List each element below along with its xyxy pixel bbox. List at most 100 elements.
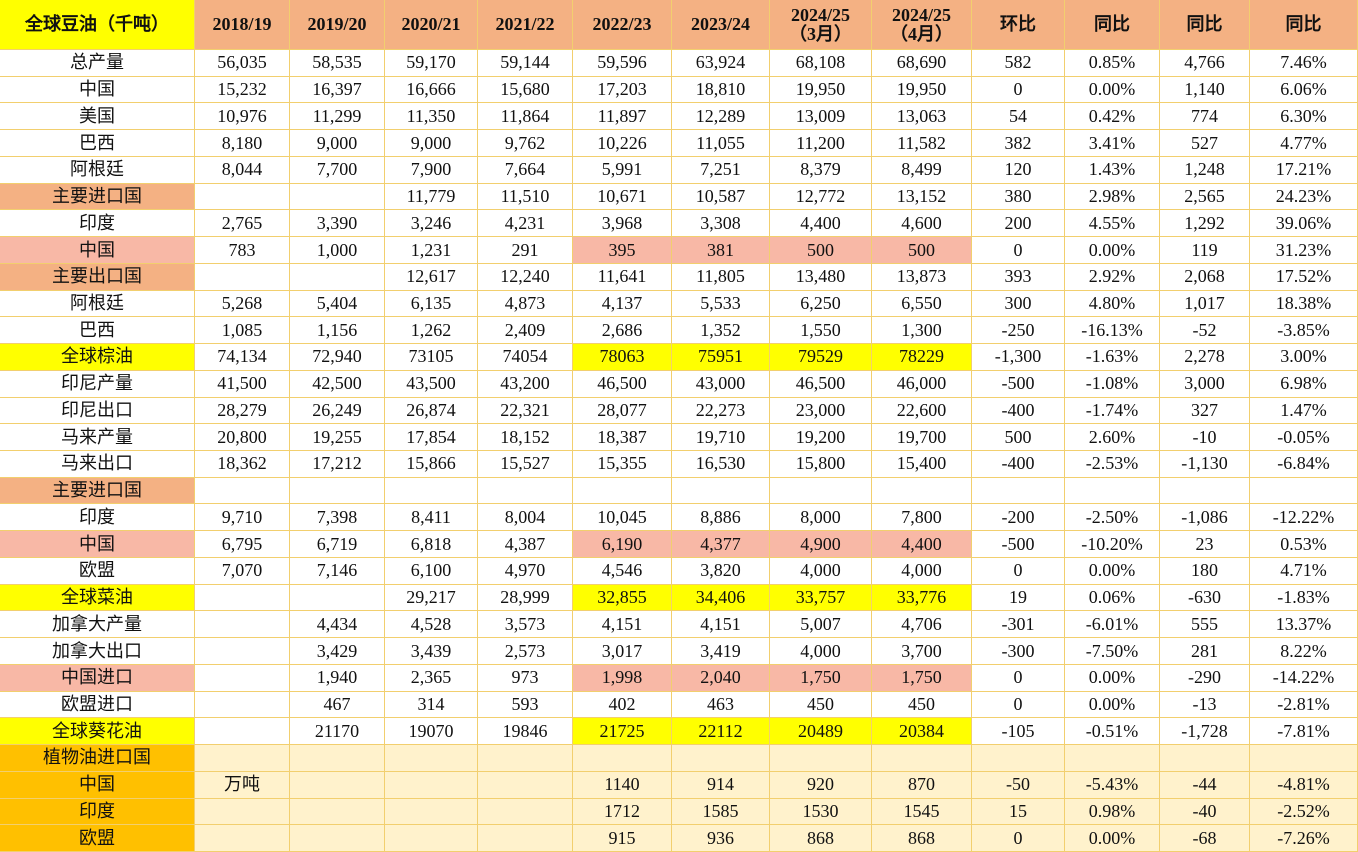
- value-cell: 870: [872, 771, 972, 799]
- value-cell: 0.53%: [1250, 531, 1358, 558]
- empty-cell: [385, 825, 478, 852]
- value-cell: 393: [972, 263, 1065, 291]
- value-cell: 1.47%: [1250, 397, 1358, 425]
- value-cell: 28,279: [195, 397, 290, 425]
- value-cell: 59,144: [478, 50, 573, 77]
- value-cell: -68: [1160, 825, 1250, 852]
- value-cell: -2.81%: [1250, 691, 1358, 719]
- value-cell: 10,976: [195, 103, 290, 131]
- value-cell: 74,134: [195, 344, 290, 371]
- row-label: 主要进口国: [0, 477, 195, 505]
- value-cell: 18,810: [672, 76, 770, 104]
- value-cell: 0.85%: [1065, 50, 1160, 77]
- value-cell: 0: [972, 557, 1065, 585]
- value-cell: 4,528: [385, 611, 478, 639]
- value-cell: 15,866: [385, 451, 478, 478]
- value-cell: -40: [1160, 798, 1250, 826]
- value-cell: 9,762: [478, 130, 573, 157]
- value-cell: 7.46%: [1250, 50, 1358, 77]
- value-cell: 75951: [672, 344, 770, 371]
- value-cell: 15,400: [872, 451, 972, 478]
- empty-cell: [195, 718, 290, 746]
- value-cell: 6,818: [385, 531, 478, 558]
- value-cell: 5,268: [195, 290, 290, 318]
- value-cell: 8,044: [195, 156, 290, 184]
- value-cell: 2,068: [1160, 263, 1250, 291]
- row-label: 欧盟: [0, 557, 195, 585]
- value-cell: 2.92%: [1065, 263, 1160, 291]
- value-cell: -290: [1160, 664, 1250, 692]
- value-cell: -52: [1160, 317, 1250, 345]
- value-cell: 8,411: [385, 504, 478, 532]
- value-cell: 8,379: [770, 156, 872, 184]
- value-cell: 11,350: [385, 103, 478, 131]
- empty-cell: [573, 745, 672, 772]
- value-cell: 4,766: [1160, 50, 1250, 77]
- value-cell: 15: [972, 798, 1065, 826]
- value-cell: 12,772: [770, 183, 872, 211]
- value-cell: 20,800: [195, 424, 290, 451]
- value-cell: 23,000: [770, 397, 872, 425]
- value-cell: 68,108: [770, 50, 872, 77]
- empty-cell: [290, 584, 385, 612]
- value-cell: 19,200: [770, 424, 872, 451]
- value-cell: 13.37%: [1250, 611, 1358, 639]
- value-cell: 7,664: [478, 156, 573, 184]
- value-cell: 783: [195, 237, 290, 264]
- value-cell: 11,299: [290, 103, 385, 131]
- empty-cell: [573, 477, 672, 505]
- value-cell: -1,728: [1160, 718, 1250, 746]
- empty-cell: [1250, 477, 1358, 505]
- value-cell: 1,292: [1160, 210, 1250, 238]
- row-label: 加拿大出口: [0, 638, 195, 665]
- value-cell: -6.84%: [1250, 451, 1358, 478]
- value-cell: 314: [385, 691, 478, 719]
- value-cell: 3,573: [478, 611, 573, 639]
- value-cell: 6,550: [872, 290, 972, 318]
- value-cell: 3,017: [573, 638, 672, 665]
- empty-cell: [290, 263, 385, 291]
- header-cell: 2021/22: [478, 0, 573, 50]
- value-cell: 46,500: [573, 370, 672, 398]
- value-cell: 868: [770, 825, 872, 852]
- value-cell: 41,500: [195, 370, 290, 398]
- row-label: 马来产量: [0, 424, 195, 451]
- row-label: 印尼产量: [0, 370, 195, 398]
- value-cell: 395: [573, 237, 672, 264]
- value-cell: 327: [1160, 397, 1250, 425]
- value-cell: 774: [1160, 103, 1250, 131]
- row-label: 中国进口: [0, 664, 195, 692]
- empty-cell: [290, 183, 385, 211]
- header-cell: 同比: [1065, 0, 1160, 50]
- value-cell: 13,873: [872, 263, 972, 291]
- value-cell: 11,805: [672, 263, 770, 291]
- value-cell: 15,232: [195, 76, 290, 104]
- empty-cell: [770, 477, 872, 505]
- row-label: 植物油进口国: [0, 745, 195, 772]
- value-cell: 6.06%: [1250, 76, 1358, 104]
- value-cell: 0.00%: [1065, 76, 1160, 104]
- value-cell: 31.23%: [1250, 237, 1358, 264]
- value-cell: 1,750: [872, 664, 972, 692]
- value-cell: 0: [972, 237, 1065, 264]
- value-cell: 8,004: [478, 504, 573, 532]
- empty-cell: [385, 771, 478, 799]
- empty-cell: [478, 477, 573, 505]
- value-cell: 43,200: [478, 370, 573, 398]
- value-cell: 1,300: [872, 317, 972, 345]
- row-label: 印尼出口: [0, 397, 195, 425]
- value-cell: 28,999: [478, 584, 573, 612]
- value-cell: 1530: [770, 798, 872, 826]
- value-cell: 0.00%: [1065, 664, 1160, 692]
- value-cell: -400: [972, 397, 1065, 425]
- value-cell: 2,686: [573, 317, 672, 345]
- value-cell: 0.42%: [1065, 103, 1160, 131]
- empty-cell: [195, 825, 290, 852]
- row-label: 加拿大产量: [0, 611, 195, 639]
- value-cell: 7,800: [872, 504, 972, 532]
- value-cell: 5,404: [290, 290, 385, 318]
- value-cell: 万吨: [195, 771, 290, 799]
- value-cell: 15,355: [573, 451, 672, 478]
- value-cell: 19: [972, 584, 1065, 612]
